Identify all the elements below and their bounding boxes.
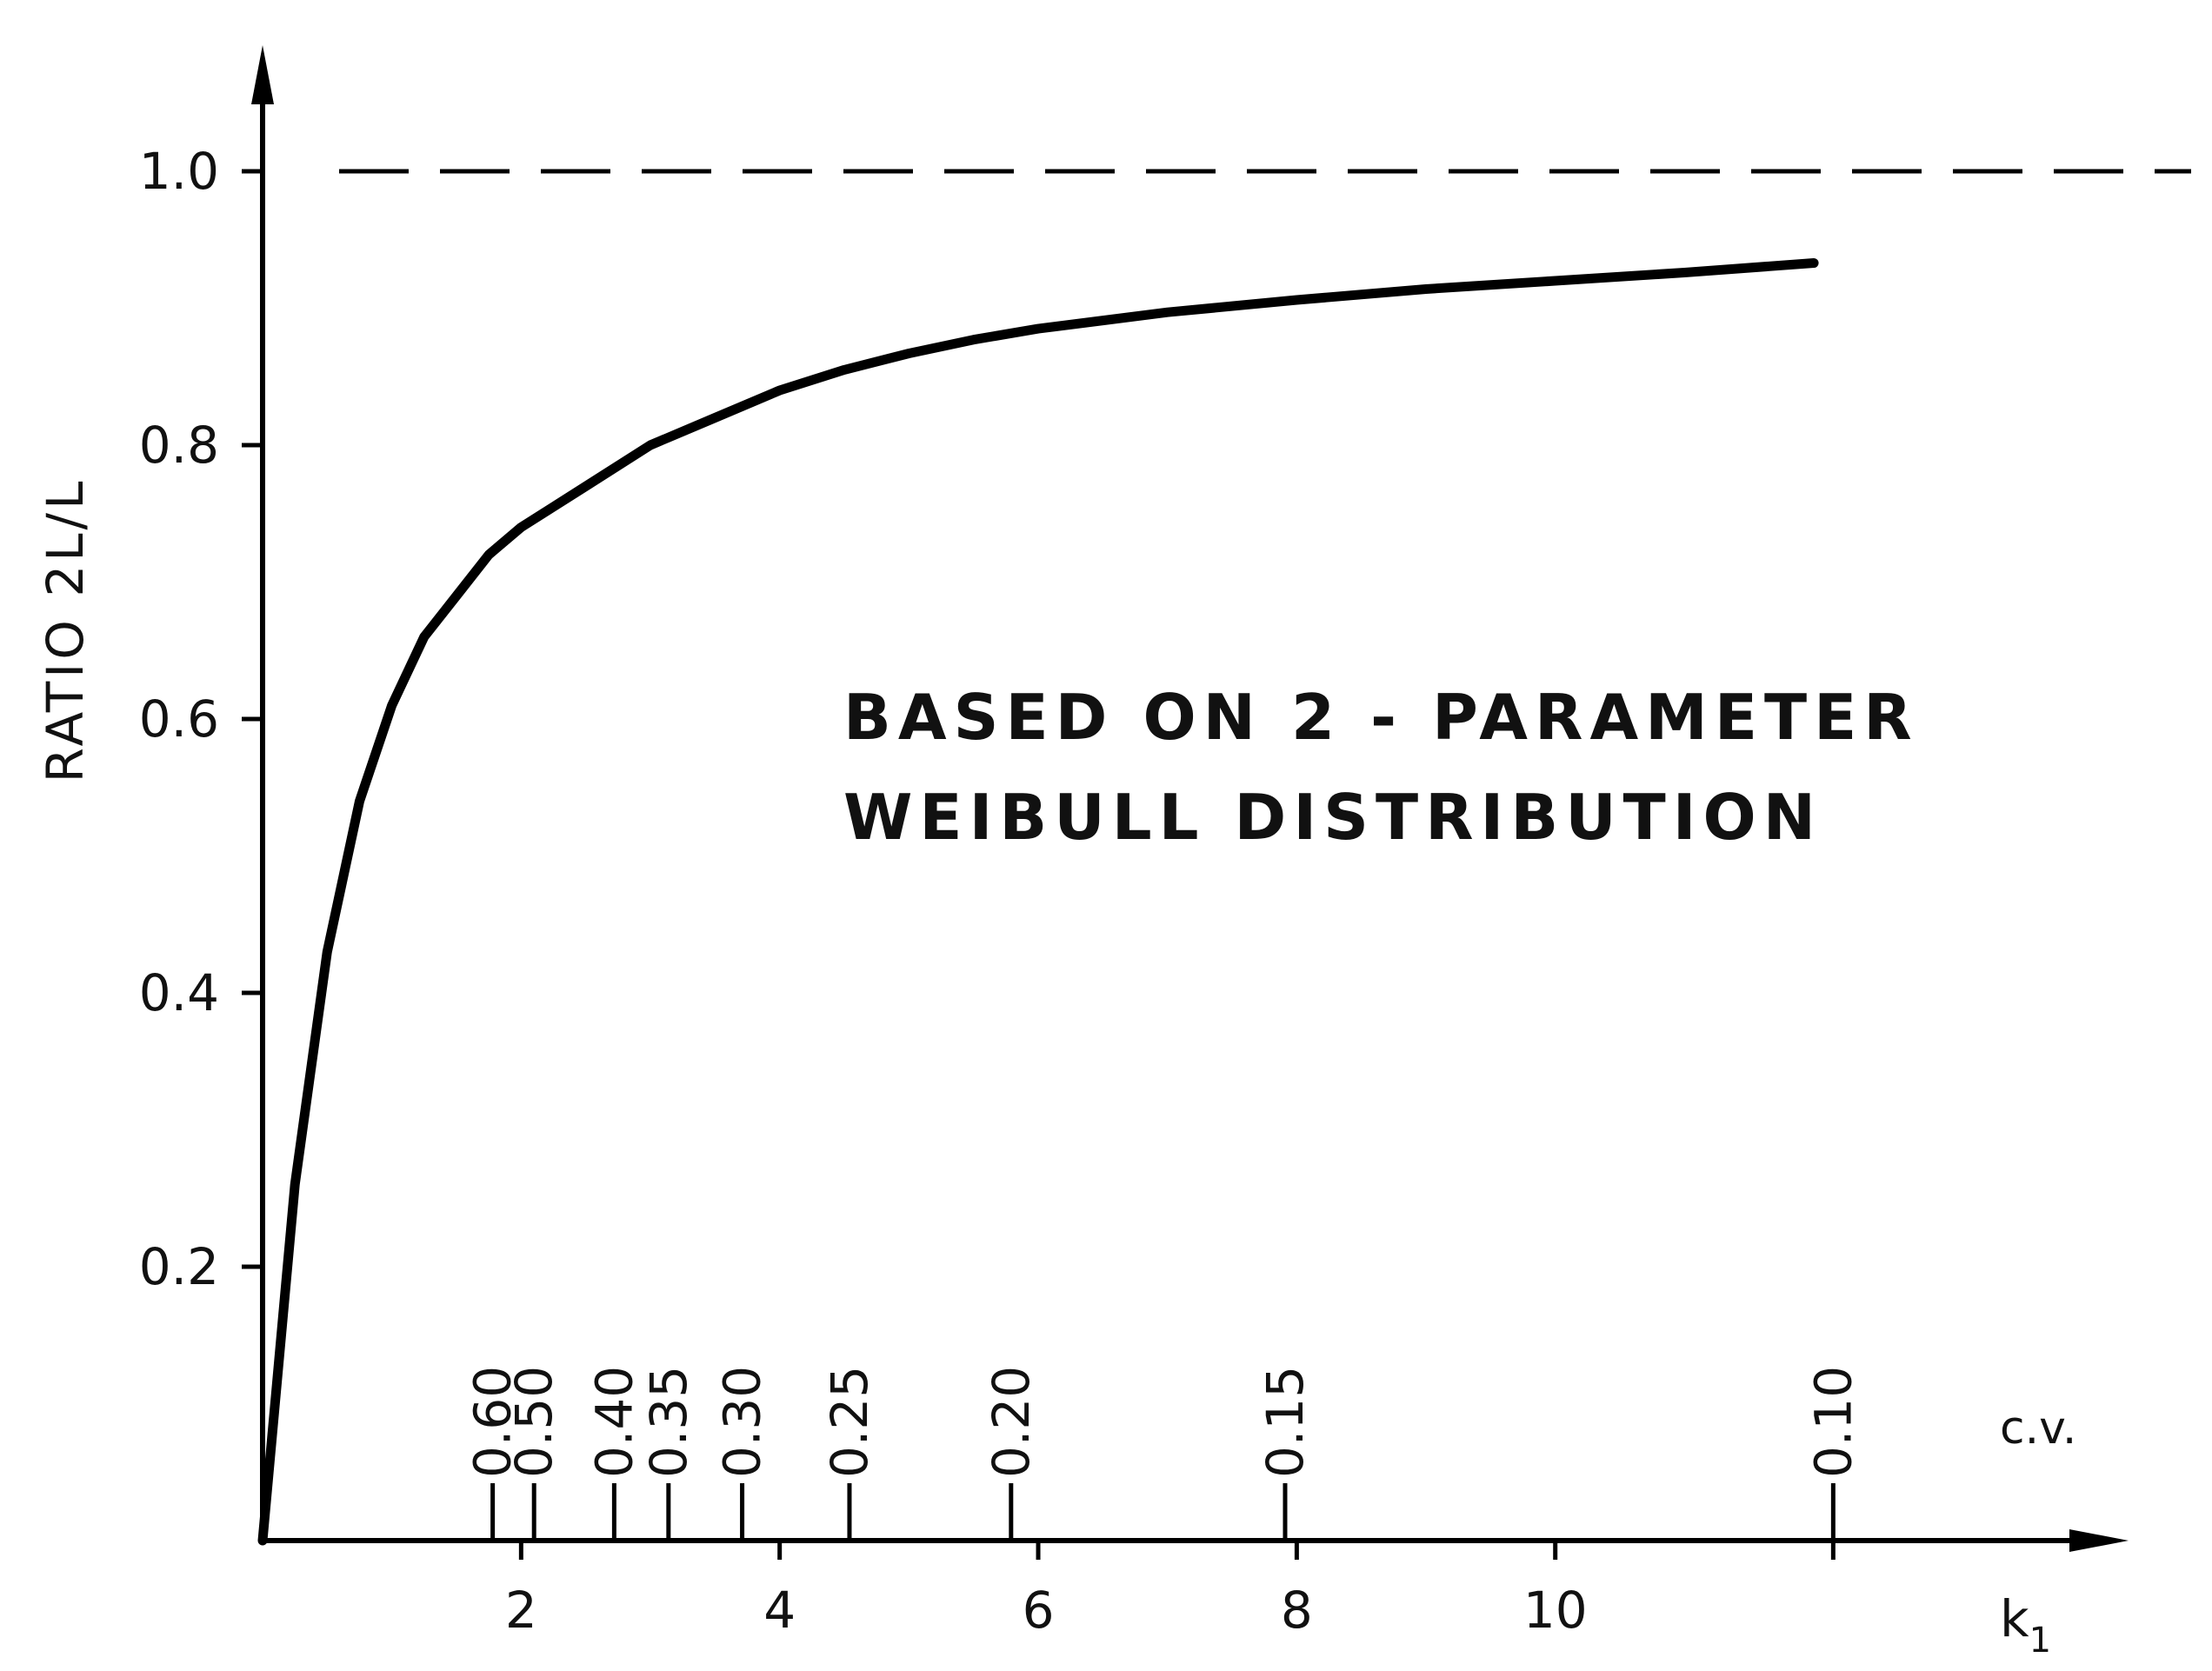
series-line: [257, 258, 1819, 1546]
cv-tick-label: 0.35: [639, 1366, 698, 1478]
x-tick-label: 2: [505, 1581, 537, 1640]
cv-scale-label: c.v.: [2000, 1402, 2076, 1455]
y-tick-label: 1.0: [139, 142, 219, 201]
x-axis-arrowhead: [2069, 1529, 2129, 1552]
x-tick-label: 6: [1023, 1581, 1055, 1640]
axes: [251, 45, 2129, 1552]
y-ticks: 0.2 0.4 0.6 0.8 1.0: [139, 142, 263, 1296]
cv-tick-label: 0.25: [820, 1366, 879, 1478]
cv-tick-label: 0.60: [463, 1366, 523, 1478]
x-tick-label: 8: [1281, 1581, 1313, 1640]
y-tick-label: 0.4: [139, 963, 219, 1022]
cv-scale: 0.600.50 0.400.35 0.30 0.25 0.20 0.15 0.10: [463, 1366, 1862, 1541]
series-group: [257, 258, 1819, 1546]
cv-tick-label: 0.30: [713, 1366, 772, 1478]
y-tick-label: 0.8: [139, 416, 219, 475]
x-axis-title: k1: [2000, 1589, 2051, 1661]
y-tick-label: 0.6: [139, 689, 219, 749]
annotation-line-1: BASED ON 2 - PARAMETER: [843, 681, 1919, 754]
cv-tick-label: 0.10: [1803, 1366, 1862, 1478]
annotation-line-2: WEIBULL DISTRIBUTION: [843, 781, 1822, 854]
y-axis-arrowhead: [251, 45, 274, 104]
cv-tick-label: 0.50: [504, 1366, 563, 1478]
cv-tick-label: 0.40: [584, 1366, 643, 1478]
x-tick-label: 10: [1523, 1581, 1588, 1640]
cv-tick-label: 0.20: [982, 1366, 1041, 1478]
x-tick-label: 4: [763, 1581, 796, 1640]
cv-tick-label: 0.15: [1256, 1366, 1315, 1478]
x-ticks: 2 4 6 8 10: [505, 1541, 1836, 1640]
y-axis-title: RATIO 2L/L: [36, 478, 95, 783]
y-tick-label: 0.2: [139, 1237, 219, 1296]
